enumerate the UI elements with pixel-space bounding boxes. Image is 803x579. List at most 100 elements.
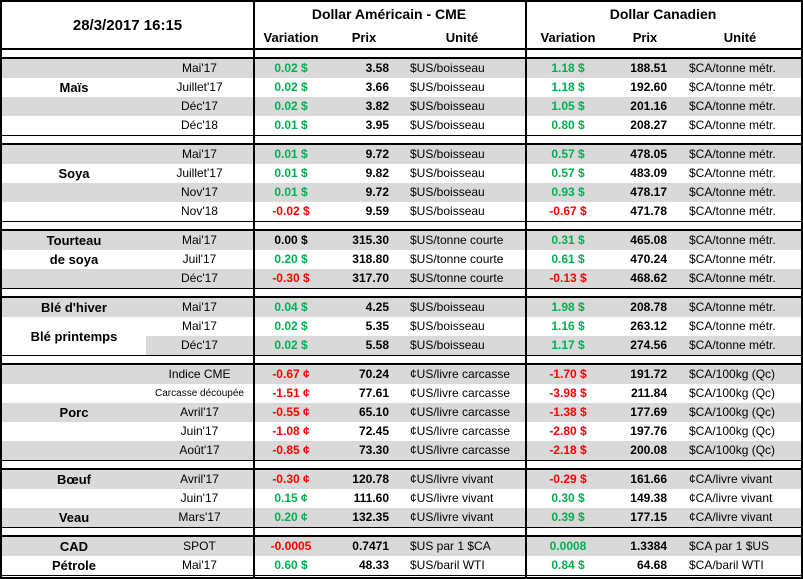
column-divider (253, 2, 255, 577)
us-variation-cell: -1.08 ¢ (272, 424, 310, 438)
us-variation-cell: 0.01 $ (274, 185, 308, 199)
ca-variation-cell: 0.39 $ (551, 510, 585, 524)
table-row: Déc'17 0.02 $ 3.82 $US/boisseau 1.05 $ 201.16… (2, 97, 801, 116)
us-price-cell: 73.30 (358, 443, 389, 457)
contract-month: Mai'17 (182, 233, 217, 247)
us-unit-cell: ¢US/livre carcasse (410, 367, 511, 381)
us-variation-cell: 0.02 $ (274, 61, 308, 75)
us-price-cell: 0.7471 (352, 539, 389, 553)
commodity-label: Blé d'hiver (41, 300, 107, 315)
table-row: Déc'17 0.02 $ 5.58 $US/boisseau 1.17 $ 274.56… (2, 336, 801, 355)
us-variation-cell: 0.60 $ (274, 558, 308, 572)
ca-unit-cell: ¢CA/livre vivant (689, 472, 773, 486)
table-row: Juin'17 -1.08 ¢ 72.45 ¢US/livre carcasse -2.… (2, 422, 801, 441)
ca-variation-cell: -2.80 $ (549, 424, 587, 438)
ca-variation-cell: 0.30 $ (551, 491, 585, 505)
ca-variation-cell: 0.31 $ (551, 233, 585, 247)
ca-variation-cell: 1.17 $ (551, 338, 585, 352)
contract-month: Mai'17 (182, 319, 217, 333)
us-price-cell: 111.60 (353, 491, 389, 505)
us-variation-cell: 0.20 ¢ (274, 510, 308, 524)
commodity-label: Soya (58, 166, 90, 181)
table-row: Soya Juillet'17 0.01 $ 9.82 $US/boisseau 0.57… (2, 164, 801, 183)
ca-unit-cell: $CA/tonne métr. (689, 61, 776, 75)
ca-price-cell: 177.15 (630, 510, 667, 524)
ca-dollar-block-title: Dollar Canadien (609, 6, 717, 22)
commodity-label (2, 422, 146, 441)
ca-price-cell: 201.16 (630, 99, 667, 113)
us-unit-cell: $US/tonne courte (410, 252, 504, 266)
ca-price-cell: 64.68 (636, 558, 667, 572)
us-variation-cell: -0.55 ¢ (272, 405, 310, 419)
table-header: 28/3/2017 16:15 Dollar Américain - CME D… (2, 2, 801, 50)
commodity-label (2, 145, 146, 164)
us-unit-cell: $US/boisseau (410, 166, 485, 180)
commodity-label (2, 116, 146, 135)
column-headers: Variation Prix Unité Variation Prix Unit… (253, 26, 801, 48)
ca-unit-cell: $CA/tonne métr. (689, 147, 776, 161)
contract-month: Mai'17 (182, 61, 217, 75)
us-unit-cell: ¢US/livre carcasse (410, 405, 511, 419)
us-variation-cell: 0.02 $ (274, 338, 308, 352)
us-price-cell: 5.58 (365, 338, 389, 352)
contract-month: Juin'17 (180, 424, 219, 438)
ca-unit-cell: $CA/tonne métr. (689, 80, 776, 94)
us-variation-cell: 0.01 $ (274, 166, 308, 180)
us-unit-cell: ¢US/livre vivant (410, 472, 494, 486)
contract-month: Juil'17 (182, 252, 217, 266)
contract-month: Déc'17 (181, 99, 218, 113)
commodity-label: Bœuf (57, 472, 91, 487)
us-variation-cell: -0.0005 (270, 539, 312, 553)
contract-month: Déc'18 (181, 118, 218, 132)
us-price-cell: 3.66 (365, 80, 389, 94)
commodity-label (2, 183, 146, 202)
us-price-cell: 132.35 (352, 510, 389, 524)
ca-variation-cell: 0.80 $ (551, 118, 585, 132)
commodity-label: Porc (59, 405, 89, 420)
column-divider (525, 2, 527, 577)
us-price-cell: 65.10 (358, 405, 389, 419)
table-row: Août'17 -0.85 ¢ 73.30 ¢US/livre carcasse -2.… (2, 441, 801, 460)
table-row: CAD SPOT -0.0005 0.7471 $US par 1 $CA 0.0008 1… (2, 537, 801, 556)
contract-month: Carcasse découpée (155, 388, 244, 399)
ca-variation-cell: 1.16 $ (551, 319, 585, 333)
ca-unit-cell: $CA/baril WTI (689, 558, 764, 572)
ca-price-cell: 470.24 (630, 252, 667, 266)
us-dollar-block-title: Dollar Américain - CME (311, 6, 467, 22)
contract-month: Avril'17 (180, 472, 219, 486)
us-unit-cell: $US/boisseau (410, 300, 485, 314)
ca-variation-cell: 0.84 $ (551, 558, 585, 572)
commodity-label (2, 384, 146, 403)
ca-price-cell: 208.27 (630, 118, 667, 132)
us-unit-cell: $US/boisseau (410, 204, 485, 218)
us-unit-cell: $US/boisseau (410, 118, 485, 132)
ca-variation-cell: 1.18 $ (551, 61, 585, 75)
commodity-label-merged: Blé printemps (2, 317, 146, 355)
section-cad-petrole: CAD SPOT -0.0005 0.7471 $US par 1 $CA 0.0008 1… (2, 535, 801, 576)
contract-month: Déc'17 (181, 271, 218, 285)
commodity-label (2, 441, 146, 460)
ca-unit-cell: $CA/tonne métr. (689, 271, 776, 285)
ca-price-cell: 465.08 (630, 233, 667, 247)
ca-price-cell: 468.62 (630, 271, 667, 285)
ca-price-cell: 471.78 (630, 204, 667, 218)
ca-variation-cell: -1.38 $ (549, 405, 587, 419)
us-price-cell: 317.70 (352, 271, 389, 285)
us-variation-cell: -0.85 ¢ (272, 443, 310, 457)
us-price-cell: 9.82 (365, 166, 389, 180)
us-price-cell: 120.78 (352, 472, 389, 486)
us-variation-cell: 0.02 $ (274, 319, 308, 333)
us-price-cell: 5.35 (365, 319, 389, 333)
contract-month: Mars'17 (178, 510, 221, 524)
table-row: Mai'17 0.01 $ 9.72 $US/boisseau 0.57 $ 478.05… (2, 145, 801, 164)
section-tourteau-de-soya: Tourteau Mai'17 0.00 $ 315.30 $US/tonne cour… (2, 229, 801, 289)
ca-variation-cell: -0.29 $ (549, 472, 587, 486)
contract-month: Juin'17 (180, 491, 219, 505)
us-variation-cell: 0.02 $ (274, 80, 308, 94)
table-row: Mai'17 0.02 $ 3.58 $US/boisseau 1.18 $ 188.51… (2, 59, 801, 78)
ca-price-header: Prix (632, 29, 658, 45)
table-row: Bœuf Avril'17 -0.30 ¢ 120.78 ¢US/livre vivan… (2, 470, 801, 489)
us-variation-cell: 0.04 $ (274, 300, 308, 314)
ca-unit-cell: $CA par 1 $US (689, 539, 770, 553)
contract-month: Indice CME (168, 367, 231, 381)
